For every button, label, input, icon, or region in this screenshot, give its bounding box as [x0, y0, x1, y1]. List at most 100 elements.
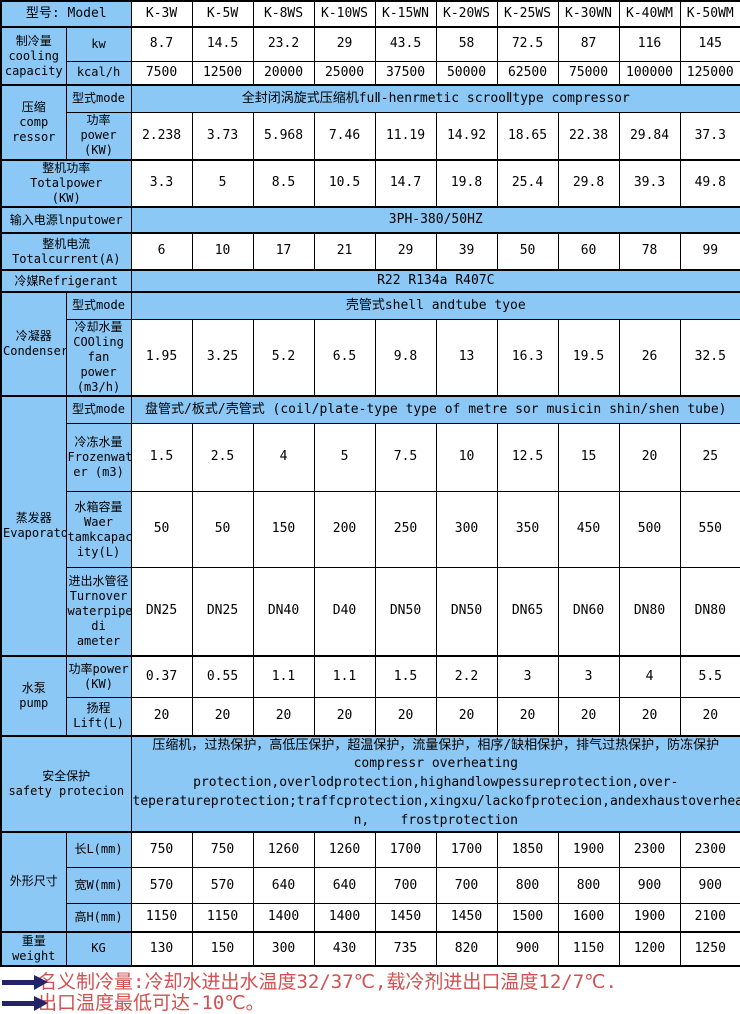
value-cell: 640: [252, 867, 315, 905]
value-cell: 29: [313, 26, 376, 62]
value-cell: 20: [374, 697, 437, 736]
value-cell: 430: [313, 930, 376, 967]
value-cell: 0.55: [191, 654, 254, 698]
value-cell: 19.5: [557, 318, 620, 396]
value-cell: K-15WN: [374, 0, 437, 28]
value-cell: K-10WS: [313, 0, 376, 28]
value-cell: 700: [374, 867, 437, 905]
value-cell: 1150: [130, 903, 193, 933]
value-cell: 50: [496, 232, 559, 271]
value-cell: 20: [618, 423, 681, 492]
value-cell: 12500: [191, 60, 254, 86]
value-cell: K-25WS: [496, 0, 559, 28]
value-cell: 5: [191, 159, 254, 208]
value-cell: 7500: [130, 60, 193, 86]
sublabel-kcal: kcal/h: [65, 60, 132, 86]
value-cell: 1900: [618, 903, 681, 933]
value-cell: DN80: [618, 567, 681, 656]
value-cell: 700: [435, 867, 498, 905]
value-cell: 18.65: [496, 111, 559, 161]
section-label-input-power: 输入电源lnputower: [0, 206, 132, 234]
value-cell: 11.19: [374, 111, 437, 161]
value-cell: 72.5: [496, 26, 559, 62]
evaporator-mode-value: 盘管式/板式/壳管式 (coil/plate-type type of metr…: [130, 394, 740, 424]
value-cell: 3.3: [130, 159, 193, 208]
note-text: 名义制冷量:冷却水进出水温度32/37℃,载冷剂进出口温度12/7℃.: [38, 970, 617, 993]
value-cell: 20: [252, 697, 315, 736]
value-cell: 43.5: [374, 26, 437, 62]
value-cell: 900: [679, 867, 740, 905]
value-cell: 1400: [252, 903, 315, 933]
section-label-condenser: 冷凝器 Condenser: [0, 291, 67, 396]
row-dimension-width: 宽W(mm) 570 570 640 640 700 700 800 800 900 900: [1, 867, 740, 905]
arrow-icon: [2, 995, 48, 1011]
value-cell: 800: [496, 867, 559, 905]
row-dimension-height: 高H(mm) 1150 1150 1400 1400 1450 1450 1500 1600 1…: [1, 903, 740, 933]
value-cell: 22.38: [557, 111, 620, 161]
section-label-dimensions: 外形尺寸: [0, 830, 67, 933]
note-line-2: 出口温度最低可达-10℃。: [2, 992, 740, 1014]
sublabel-condenser-mode: 型式mode: [65, 291, 132, 320]
row-frozen-water: 冷冻水量 Frozenwat er (m3) 1.5 2.5 4 5 7.5 10 12.5…: [1, 423, 740, 492]
input-power-value: 3PH-380/50HZ: [130, 206, 740, 234]
row-header: 型号: Model K-3W K-5W K-8WS K-10WS K-15WN K-20W…: [0, 0, 740, 28]
value-cell: 250: [374, 491, 437, 568]
row-pump-power: 水泵 pump 功率power (KW) 0.37 0.55 1.1 1.1 1.5 2.…: [0, 654, 740, 736]
value-cell: 29: [374, 232, 437, 271]
row-pump-lift: 扬程 Lift(L) 20 20 20 20 20 20 20 20 20 20: [1, 697, 740, 736]
row-dimension-length: 外形尺寸 长L(mm) 750 750 1260 1260 1700 1700 1850 19…: [0, 830, 740, 933]
value-cell: 3: [557, 654, 620, 698]
sublabel-pump-lift: 扬程 Lift(L): [65, 697, 132, 736]
value-cell: 5.2: [252, 318, 315, 396]
value-cell: 3.73: [191, 111, 254, 161]
value-cell: 14.7: [374, 159, 437, 208]
value-cell: 150: [191, 930, 254, 967]
value-cell: 2300: [679, 830, 740, 869]
refrigerant-value: R22 R134a R407C: [130, 269, 740, 293]
value-cell: 25: [679, 423, 740, 492]
value-cell: 4: [252, 423, 315, 492]
compressor-mode-value: 全封闭涡旋式压缩机fuⅡ-henrmetic scrooⅡtype compre…: [130, 84, 740, 113]
section-label-total-power: 整机功率 Totalpower (KW): [0, 159, 132, 208]
value-cell: 750: [191, 830, 254, 869]
value-cell: 1700: [374, 830, 437, 869]
value-cell: 6.5: [313, 318, 376, 396]
value-cell: 3: [496, 654, 559, 698]
row-compressor-mode: 压缩 comp ressor 型式mode 全封闭涡旋式压缩机fuⅡ-henrm…: [0, 84, 740, 161]
value-cell: 500: [618, 491, 681, 568]
value-cell: 32.5: [679, 318, 740, 396]
value-cell: DN50: [374, 567, 437, 656]
value-cell: 17: [252, 232, 315, 271]
value-cell: 125000: [679, 60, 740, 86]
value-cell: 150: [252, 491, 315, 568]
value-cell: 20: [435, 697, 498, 736]
row-condenser-water: 冷却水量 COOling fan power (m3/h) 1.95 3.25 5.…: [1, 318, 740, 396]
value-cell: 20: [130, 697, 193, 736]
value-cell: 1500: [496, 903, 559, 933]
value-cell: 640: [313, 867, 376, 905]
condenser-mode-value: 壳管式shell andtube tyoe: [130, 291, 740, 320]
value-cell: 2.2: [435, 654, 498, 698]
section-label-total-current: 整机电流 Totalcurrent(A): [0, 232, 132, 271]
value-cell: 37.3: [679, 111, 740, 161]
value-cell: 25000: [313, 60, 376, 86]
value-cell: 78: [618, 232, 681, 271]
value-cell: DN60: [557, 567, 620, 656]
value-cell: 99: [679, 232, 740, 271]
value-cell: 1450: [435, 903, 498, 933]
value-cell: 145: [679, 26, 740, 62]
row-refrigerant: 冷媒Refrigerant R22 R134a R407C: [0, 269, 740, 293]
value-cell: 20: [191, 697, 254, 736]
value-cell: 1150: [557, 930, 620, 967]
sublabel-cooling-water: 冷却水量 COOling fan power (m3/h): [65, 318, 132, 396]
value-cell: DN40: [252, 567, 315, 656]
value-cell: 900: [496, 930, 559, 967]
sublabel-length: 长L(mm): [65, 830, 132, 869]
value-cell: 1.5: [130, 423, 193, 492]
value-cell: 100000: [618, 60, 681, 86]
value-cell: 60: [557, 232, 620, 271]
sublabel-evaporator-mode: 型式mode: [65, 394, 132, 424]
value-cell: 8.7: [130, 26, 193, 62]
value-cell: 1600: [557, 903, 620, 933]
value-cell: 2100: [679, 903, 740, 933]
